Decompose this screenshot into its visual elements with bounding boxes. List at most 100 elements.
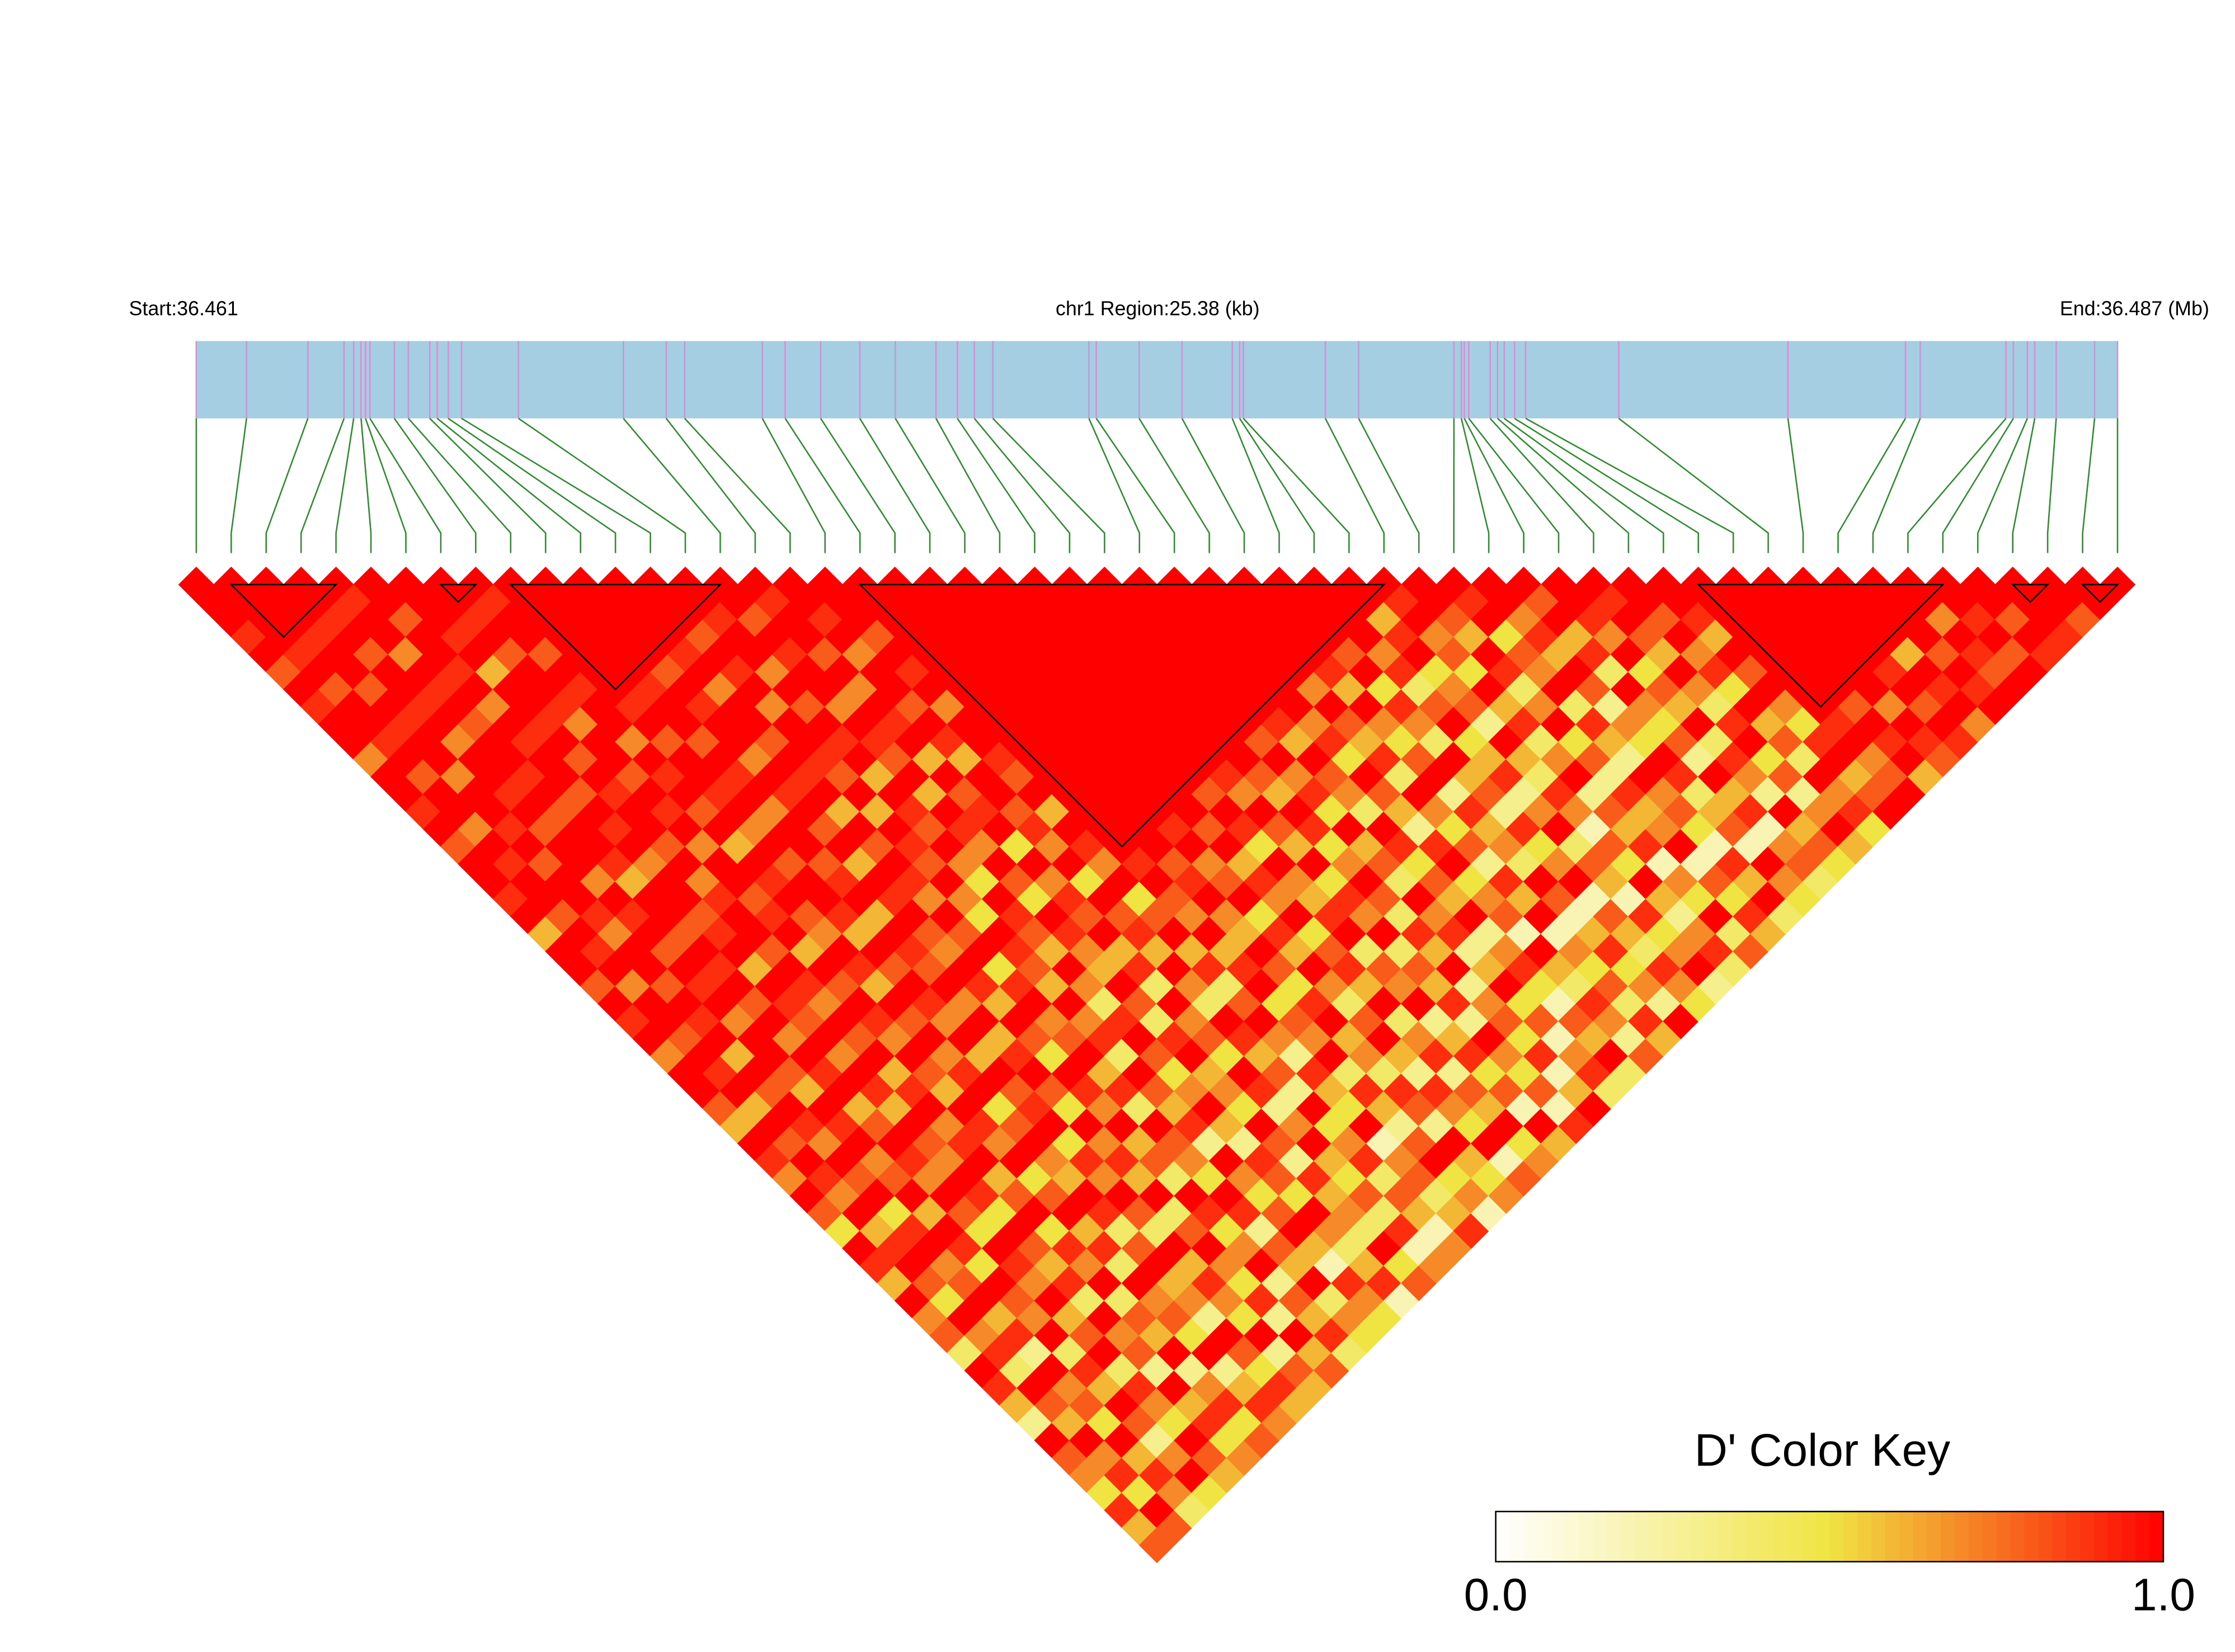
colorbar-step [1579, 1511, 1594, 1562]
snp-connector [1181, 418, 1245, 553]
snp-connector [1231, 418, 1280, 553]
snp-connector [665, 418, 756, 553]
colorbar-step [1996, 1511, 2011, 1562]
snp-connector [1977, 418, 2029, 553]
start-label: Start:36.461 [129, 298, 238, 320]
snp-connector [1243, 418, 1350, 553]
snp-connector [1358, 418, 1420, 553]
colorbar-step [1537, 1511, 1552, 1562]
colorbar-step [1773, 1511, 1789, 1562]
snp-connector [957, 418, 1036, 553]
snp-connector [1525, 417, 1734, 553]
colorbar-step [1551, 1511, 1566, 1562]
colorbar-step [1941, 1511, 1956, 1562]
colorbar-step [2149, 1511, 2164, 1562]
ld-block [2081, 583, 2120, 604]
snp-connector [369, 418, 442, 553]
snp-connector [2012, 418, 2036, 553]
colorbar-step [2038, 1511, 2053, 1562]
ld-block [229, 583, 338, 638]
snp-connector [1095, 418, 1175, 553]
colorbar-step [1899, 1511, 1914, 1562]
snp-connector [1489, 418, 1594, 553]
ld-block [509, 583, 722, 691]
snp-connector [784, 418, 861, 553]
colorbar-step [1649, 1511, 1663, 1562]
colorbar-step [1746, 1511, 1761, 1562]
snp-connector [2082, 418, 2096, 553]
snp-connector [1872, 418, 1921, 553]
end-label: End:36.487 (Mb) [2060, 298, 2209, 320]
snp-connector [360, 418, 372, 553]
snp-connector [448, 417, 617, 553]
colorbar-step [2052, 1511, 2067, 1562]
colorbar-step [1829, 1511, 1845, 1562]
colorbar-step [1662, 1511, 1677, 1562]
snp-connector [1468, 418, 1560, 553]
snp-connector [393, 418, 477, 553]
colorbar-step [1704, 1511, 1719, 1562]
colorbar-step [2024, 1511, 2039, 1562]
colorbar-step [2121, 1511, 2137, 1562]
snp-connector [429, 418, 547, 553]
ld-block [439, 583, 478, 604]
colorbar-step [2135, 1511, 2151, 1562]
colorbar-step [1607, 1511, 1622, 1562]
colorbar-step [1982, 1511, 1997, 1562]
colorbar-step [1523, 1511, 1538, 1562]
colorbar-step [1732, 1511, 1747, 1562]
snp-connector [1618, 417, 1769, 553]
snp-connector [935, 418, 1001, 553]
snp-connector [992, 418, 1105, 553]
snp-connector [1837, 418, 1907, 553]
colorbar-step [1927, 1511, 1942, 1562]
snp-connector [1464, 418, 1524, 553]
colorbar-step [1857, 1511, 1872, 1562]
snp-connector [1324, 418, 1385, 553]
colorbar-step [1621, 1511, 1636, 1562]
snp-connector [623, 418, 721, 553]
snp-connector [895, 418, 966, 553]
snp-connector [684, 418, 791, 553]
colorbar-step [1495, 1511, 1511, 1562]
snp-connector [761, 418, 826, 553]
colorbar-step [1676, 1511, 1691, 1562]
colorbar-step [1565, 1511, 1580, 1562]
snp-connector [1138, 418, 1210, 553]
snp-connector [436, 417, 581, 553]
colorbar-frame [1495, 1510, 2165, 1562]
snp-connector [1942, 418, 2014, 553]
snp-connector [300, 418, 345, 553]
snp-connector [973, 418, 1071, 553]
snp-connector [335, 418, 355, 553]
colorbar-step [2107, 1511, 2123, 1562]
colorbar-step [1815, 1511, 1831, 1562]
snp-connector [1514, 417, 1700, 553]
snp-connector [461, 417, 651, 553]
ld-block [1696, 583, 1945, 708]
colorbar-step [1759, 1511, 1775, 1562]
snp-connector [230, 418, 247, 553]
colorbar-step [2093, 1511, 2109, 1562]
colorbar-step [2079, 1511, 2095, 1562]
snp-connector [1497, 417, 1630, 553]
colorbar-step [1593, 1511, 1608, 1562]
region-bar [196, 341, 2118, 418]
snp-connector [1907, 418, 2007, 553]
colorbar-step [1509, 1511, 1524, 1562]
snp-connector [859, 418, 931, 553]
region-label: chr1 Region:25.38 (kb) [1056, 298, 1260, 320]
colorbar-tick-label: 0.0 [1464, 1570, 1528, 1621]
colorbar-step [2010, 1511, 2025, 1562]
colorbar-step [1885, 1511, 1900, 1562]
snp-connector [820, 418, 896, 553]
snp-connector [518, 417, 686, 553]
colorbar-step [1955, 1511, 1969, 1562]
snp-connector [1460, 418, 1490, 553]
snp-connector [1239, 418, 1315, 553]
ld-block [858, 583, 1386, 848]
snp-connector [407, 418, 512, 553]
colorbar-step [1801, 1511, 1817, 1562]
